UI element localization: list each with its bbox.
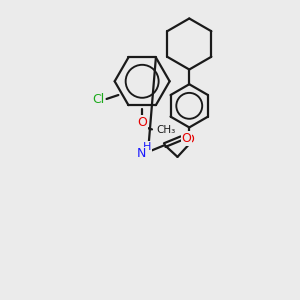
Text: O: O	[137, 116, 147, 129]
Text: Cl: Cl	[93, 93, 105, 106]
Text: CH₃: CH₃	[157, 125, 176, 135]
Text: H: H	[143, 142, 151, 152]
Text: O: O	[182, 132, 191, 145]
Text: N: N	[136, 147, 146, 161]
Text: O: O	[184, 133, 194, 146]
